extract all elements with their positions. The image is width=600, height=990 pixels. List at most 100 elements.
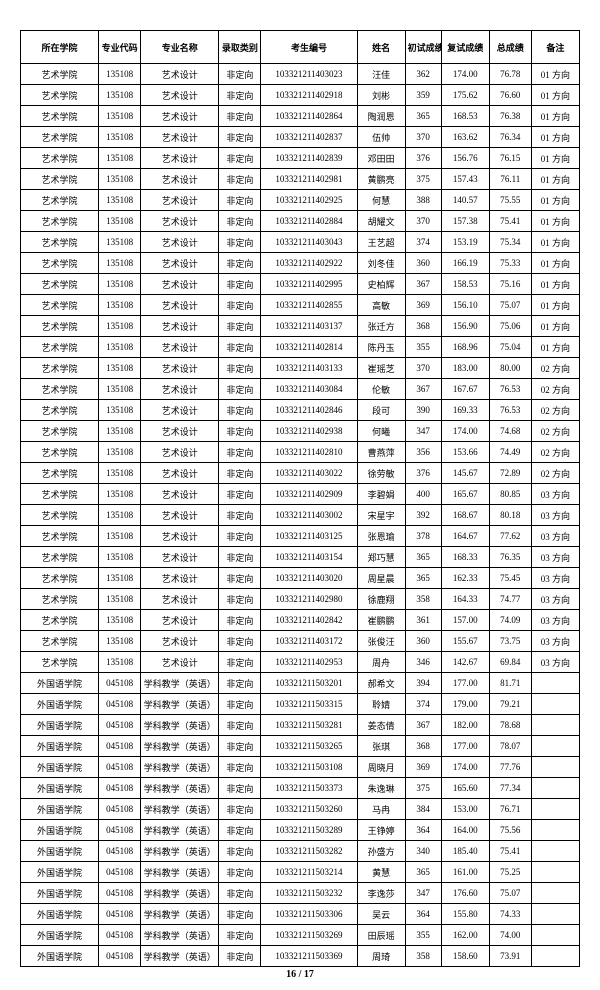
cell: 胡耀文 bbox=[357, 211, 405, 232]
cell: 01 方向 bbox=[531, 274, 579, 295]
cell: 学科教学（英语） bbox=[141, 673, 219, 694]
cell: 135108 bbox=[99, 463, 141, 484]
cell: 103321211403022 bbox=[261, 463, 357, 484]
cell: 非定向 bbox=[219, 253, 261, 274]
cell: 学科教学（英语） bbox=[141, 925, 219, 946]
cell: 135108 bbox=[99, 211, 141, 232]
cell: 376 bbox=[405, 463, 441, 484]
cell: 03 方向 bbox=[531, 505, 579, 526]
cell: 76.60 bbox=[489, 85, 531, 106]
th-type: 录取类别 bbox=[219, 31, 261, 64]
cell: 非定向 bbox=[219, 799, 261, 820]
cell: 非定向 bbox=[219, 127, 261, 148]
cell: 非定向 bbox=[219, 526, 261, 547]
cell: 非定向 bbox=[219, 862, 261, 883]
table-row: 外国语学院045108学科教学（英语）非定向103321211503369周琦3… bbox=[21, 946, 580, 967]
cell: 艺术学院 bbox=[21, 169, 99, 190]
cell: 非定向 bbox=[219, 736, 261, 757]
cell: 外国语学院 bbox=[21, 925, 99, 946]
table-row: 外国语学院045108学科教学（英语）非定向103321211503281姜态倩… bbox=[21, 715, 580, 736]
cell: 135108 bbox=[99, 505, 141, 526]
cell: 135108 bbox=[99, 442, 141, 463]
cell: 艺术设计 bbox=[141, 211, 219, 232]
table-row: 外国语学院045108学科教学（英语）非定向103321211503315聆婧3… bbox=[21, 694, 580, 715]
cell: 176.60 bbox=[441, 883, 489, 904]
cell: 72.89 bbox=[489, 463, 531, 484]
cell: 学科教学（英语） bbox=[141, 736, 219, 757]
cell: 179.00 bbox=[441, 694, 489, 715]
cell: 355 bbox=[405, 925, 441, 946]
cell: 艺术学院 bbox=[21, 64, 99, 85]
cell: 76.53 bbox=[489, 400, 531, 421]
cell: 艺术设计 bbox=[141, 64, 219, 85]
cell: 非定向 bbox=[219, 211, 261, 232]
cell: 非定向 bbox=[219, 232, 261, 253]
cell: 376 bbox=[405, 148, 441, 169]
cell: 347 bbox=[405, 421, 441, 442]
table-row: 艺术学院135108艺术设计非定向103321211402846段可390169… bbox=[21, 400, 580, 421]
cell: 162.33 bbox=[441, 568, 489, 589]
cell: 165.60 bbox=[441, 778, 489, 799]
cell: 74.68 bbox=[489, 421, 531, 442]
table-row: 艺术学院135108艺术设计非定向103321211403125张恩瑜37816… bbox=[21, 526, 580, 547]
cell: 崔鹏鹏 bbox=[357, 610, 405, 631]
cell: 徐鹿翔 bbox=[357, 589, 405, 610]
cell: 103321211402839 bbox=[261, 148, 357, 169]
table-row: 艺术学院135108艺术设计非定向103321211403023汪佳362174… bbox=[21, 64, 580, 85]
cell: 01 方向 bbox=[531, 127, 579, 148]
cell: 郝希文 bbox=[357, 673, 405, 694]
cell: 135108 bbox=[99, 379, 141, 400]
th-id: 考生编号 bbox=[261, 31, 357, 64]
cell: 01 方向 bbox=[531, 169, 579, 190]
cell: 165.67 bbox=[441, 484, 489, 505]
cell: 01 方向 bbox=[531, 85, 579, 106]
cell: 77.76 bbox=[489, 757, 531, 778]
cell: 167.67 bbox=[441, 379, 489, 400]
table-row: 外国语学院045108学科教学（英语）非定向103321211503269田辰瑶… bbox=[21, 925, 580, 946]
table-row: 艺术学院135108艺术设计非定向103321211402922刘冬佳36016… bbox=[21, 253, 580, 274]
cell: 艺术学院 bbox=[21, 652, 99, 673]
table-row: 艺术学院135108艺术设计非定向103321211403137张迁方36815… bbox=[21, 316, 580, 337]
cell: 390 bbox=[405, 400, 441, 421]
cell: 103321211402995 bbox=[261, 274, 357, 295]
cell: 非定向 bbox=[219, 757, 261, 778]
cell: 03 方向 bbox=[531, 631, 579, 652]
table-body: 艺术学院135108艺术设计非定向103321211403023汪佳362174… bbox=[21, 64, 580, 967]
table-row: 艺术学院135108艺术设计非定向103321211402839邓田田37615… bbox=[21, 148, 580, 169]
cell: 103321211403172 bbox=[261, 631, 357, 652]
cell: 02 方向 bbox=[531, 463, 579, 484]
cell: 135108 bbox=[99, 568, 141, 589]
cell: 361 bbox=[405, 610, 441, 631]
cell: 非定向 bbox=[219, 148, 261, 169]
cell: 刘彬 bbox=[357, 85, 405, 106]
cell: 76.53 bbox=[489, 379, 531, 400]
cell bbox=[531, 841, 579, 862]
cell: 157.38 bbox=[441, 211, 489, 232]
cell: 045108 bbox=[99, 757, 141, 778]
cell: 103321211503373 bbox=[261, 778, 357, 799]
cell: 135108 bbox=[99, 631, 141, 652]
cell: 370 bbox=[405, 211, 441, 232]
cell: 艺术学院 bbox=[21, 568, 99, 589]
cell: 103321211503315 bbox=[261, 694, 357, 715]
cell: 175.62 bbox=[441, 85, 489, 106]
cell: 01 方向 bbox=[531, 148, 579, 169]
cell: 非定向 bbox=[219, 652, 261, 673]
cell: 340 bbox=[405, 841, 441, 862]
cell: 80.18 bbox=[489, 505, 531, 526]
cell: 艺术学院 bbox=[21, 190, 99, 211]
cell: 陈丹玉 bbox=[357, 337, 405, 358]
cell: 非定向 bbox=[219, 904, 261, 925]
cell: 164.00 bbox=[441, 820, 489, 841]
cell: 学科教学（英语） bbox=[141, 841, 219, 862]
cell: 045108 bbox=[99, 715, 141, 736]
cell: 74.77 bbox=[489, 589, 531, 610]
cell: 艺术设计 bbox=[141, 295, 219, 316]
table-row: 艺术学院135108艺术设计非定向103321211402925何慧388140… bbox=[21, 190, 580, 211]
cell: 103321211503201 bbox=[261, 673, 357, 694]
cell: 伍帅 bbox=[357, 127, 405, 148]
cell: 74.49 bbox=[489, 442, 531, 463]
cell: 394 bbox=[405, 673, 441, 694]
cell: 135108 bbox=[99, 358, 141, 379]
cell: 145.67 bbox=[441, 463, 489, 484]
